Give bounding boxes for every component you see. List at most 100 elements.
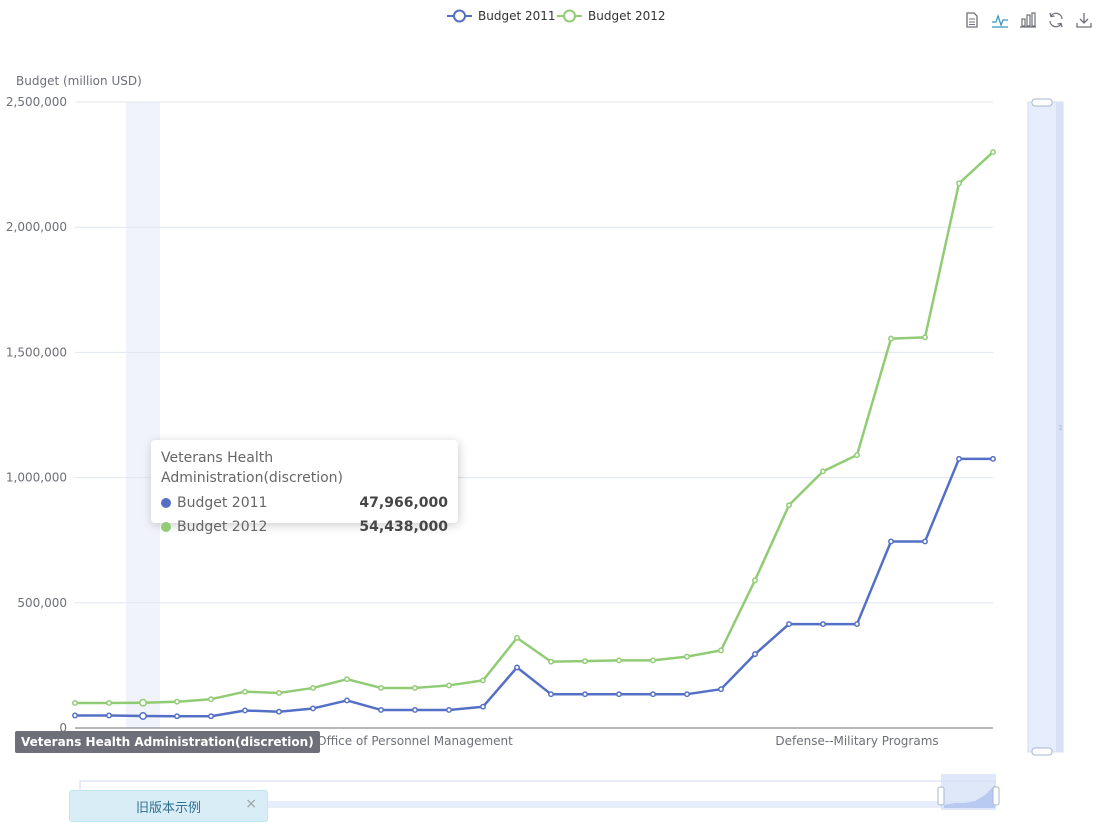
data-point[interactable]	[582, 658, 588, 665]
data-point[interactable]	[718, 647, 724, 654]
y-tick-label: 2,000,000	[6, 220, 67, 234]
y-axis-ticks: 0 500,000 1,000,000 1,500,000 2,000,000 2,500…	[6, 95, 67, 735]
data-point[interactable]	[242, 688, 248, 695]
tooltip-marker-budget-2011	[161, 498, 171, 508]
legend-label-budget-2011: Budget 2011	[478, 9, 556, 23]
vertical-datazoom-top-handle[interactable]	[1031, 98, 1053, 107]
y-tick-label: 500,000	[17, 596, 67, 610]
data-point[interactable]	[548, 658, 554, 665]
y-tick-label: 1,500,000	[6, 345, 67, 359]
old-version-demo-banner[interactable]: 旧版本示例 ×	[69, 790, 268, 822]
data-point[interactable]	[446, 682, 452, 689]
tooltip-series-value: 54,438,000	[359, 519, 448, 535]
data-point[interactable]	[208, 713, 214, 720]
data-point[interactable]	[956, 180, 962, 187]
line-chart-icon[interactable]	[990, 10, 1010, 30]
y-tick-label: 0	[59, 721, 67, 735]
horizontal-datazoom-left-handle[interactable]	[937, 786, 945, 806]
data-point[interactable]	[106, 712, 112, 719]
legend[interactable]: Budget 2011 Budget 2012	[447, 9, 666, 23]
data-point[interactable]	[174, 698, 180, 705]
data-point[interactable]	[922, 538, 928, 545]
y-tick-label: 2,500,000	[6, 95, 67, 109]
data-view-icon[interactable]	[962, 10, 982, 30]
series-line-budget-2011	[75, 457, 993, 718]
old-version-demo-link[interactable]: 旧版本示例	[135, 800, 201, 816]
data-point[interactable]	[514, 664, 520, 671]
data-point[interactable]	[72, 700, 78, 706]
tooltip-series-name: Budget 2011	[177, 495, 268, 511]
data-point[interactable]	[514, 634, 520, 641]
data-point[interactable]	[990, 455, 996, 462]
data-point[interactable]	[310, 705, 316, 712]
data-point[interactable]	[888, 538, 894, 545]
vertical-datazoom-fill	[1056, 102, 1063, 752]
download-icon[interactable]	[1074, 10, 1094, 30]
data-point[interactable]	[310, 684, 316, 691]
data-point[interactable]	[378, 707, 384, 713]
legend-label-budget-2012: Budget 2012	[588, 9, 666, 23]
data-point[interactable]	[582, 691, 588, 698]
data-point[interactable]	[650, 657, 656, 664]
data-point[interactable]	[786, 502, 792, 509]
y-tick-label: 1,000,000	[6, 471, 67, 485]
data-point[interactable]	[174, 713, 180, 720]
tooltip-row-budget-2012: Budget 2012 54,438,000	[161, 515, 448, 539]
data-point[interactable]	[752, 651, 758, 658]
data-point[interactable]	[412, 707, 418, 713]
data-point[interactable]	[786, 621, 792, 628]
data-point[interactable]	[378, 684, 384, 691]
data-point[interactable]	[922, 334, 928, 341]
vertical-datazoom[interactable]	[1027, 98, 1064, 756]
axis-pointer-label: Veterans Health Administration(discretio…	[15, 731, 320, 753]
data-point[interactable]	[139, 698, 147, 707]
tooltip: Veterans Health Administration(discretio…	[151, 440, 458, 535]
x-tick-label: Defense--Military Programs	[775, 734, 938, 748]
restore-icon[interactable]	[1046, 10, 1066, 30]
tooltip-marker-budget-2012	[161, 522, 171, 532]
vertical-datazoom-bottom-handle[interactable]	[1031, 747, 1053, 756]
legend-item-budget-2012[interactable]: Budget 2012	[557, 9, 666, 23]
data-point[interactable]	[718, 686, 724, 693]
data-point[interactable]	[480, 677, 486, 684]
x-axis-labels: Office of Personnel Management Defense--M…	[317, 734, 939, 748]
data-point[interactable]	[412, 684, 418, 691]
data-point[interactable]	[854, 452, 860, 459]
tooltip-row-budget-2011: Budget 2011 47,966,000	[161, 491, 448, 515]
data-point[interactable]	[888, 335, 894, 342]
tooltip-title: Veterans Health Administration(discretio…	[161, 450, 344, 486]
data-point[interactable]	[242, 707, 248, 714]
data-point[interactable]	[956, 455, 962, 462]
data-point[interactable]	[480, 703, 486, 710]
data-point[interactable]	[616, 657, 622, 664]
data-point[interactable]	[139, 712, 147, 720]
data-point[interactable]	[854, 621, 860, 628]
data-point[interactable]	[344, 697, 350, 704]
data-point[interactable]	[276, 689, 282, 696]
x-tick-label: Office of Personnel Management	[317, 734, 513, 748]
data-point[interactable]	[344, 676, 350, 683]
data-point[interactable]	[820, 621, 826, 628]
series-points[interactable]	[72, 149, 996, 720]
data-point[interactable]	[208, 696, 214, 703]
data-point[interactable]	[446, 707, 452, 713]
bar-chart-icon[interactable]	[1018, 10, 1038, 30]
data-point[interactable]	[548, 691, 554, 698]
data-point[interactable]	[684, 691, 690, 698]
horizontal-datazoom-right-handle[interactable]	[992, 786, 1000, 806]
data-point[interactable]	[650, 691, 656, 698]
data-point[interactable]	[684, 653, 690, 660]
data-point[interactable]	[106, 700, 112, 706]
close-icon[interactable]: ×	[245, 796, 257, 812]
data-point[interactable]	[276, 708, 282, 715]
data-point[interactable]	[820, 468, 826, 475]
axis-pointer-shadow	[126, 102, 160, 728]
data-point[interactable]	[752, 577, 758, 584]
data-point[interactable]	[616, 691, 622, 698]
data-point[interactable]	[72, 712, 78, 719]
data-point[interactable]	[990, 149, 996, 156]
tooltip-series-name: Budget 2012	[177, 519, 268, 535]
horizontal-datazoom-preview	[944, 785, 995, 808]
legend-item-budget-2011[interactable]: Budget 2011	[447, 9, 556, 23]
